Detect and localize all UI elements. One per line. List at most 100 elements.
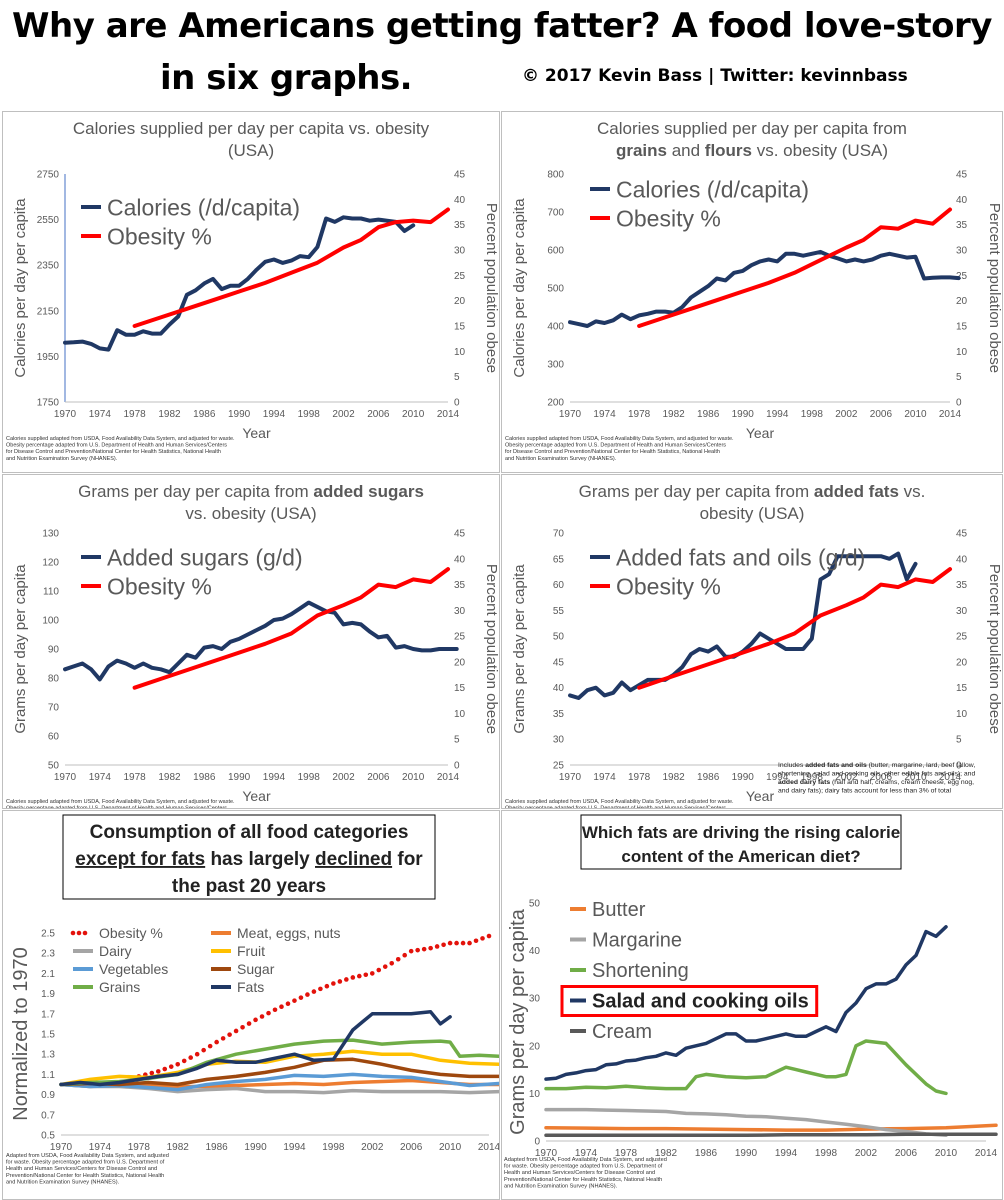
title-span: Calories supplied per day per capita vs.… <box>73 119 430 138</box>
x-tick-label: 1970 <box>559 409 582 420</box>
y-tick-label: 130 <box>42 529 59 540</box>
x-tick-label: 1982 <box>663 409 686 420</box>
obesity-point <box>473 938 479 944</box>
y-axis-label: Grams per day per capita <box>12 564 29 734</box>
y2-tick-label: 0 <box>956 398 962 409</box>
legend-label: Calories (/d/capita) <box>616 176 809 202</box>
x-tick-label: 1986 <box>697 409 720 420</box>
source-note: Calories supplied adapted from USDA, Foo… <box>505 799 734 805</box>
source-note: for waste. Obesity percentage adapted fr… <box>504 1164 663 1170</box>
y-tick-label: 60 <box>48 732 60 743</box>
chart-title: Grams per day per capita from added suga… <box>78 482 424 523</box>
y2-tick-label: 35 <box>454 580 466 591</box>
y-tick-label: 1950 <box>37 352 60 363</box>
title-span: Grams per day per capita from <box>78 482 313 501</box>
title-span: added fats <box>814 482 899 501</box>
title-span: for <box>392 849 423 870</box>
obesity-point <box>382 964 388 969</box>
y2-tick-label: 15 <box>956 683 968 694</box>
series-line <box>544 1123 998 1132</box>
y2-tick-label: 30 <box>454 246 466 257</box>
y2-axis-label: Percent population obese <box>483 203 499 373</box>
x-tick-label: 1990 <box>732 409 755 420</box>
obesity-point <box>337 979 343 984</box>
obesity-point <box>259 1014 265 1019</box>
y-tick-label: 200 <box>547 398 564 409</box>
legend-label: Salad and cooking oils <box>592 991 809 1013</box>
series-line <box>59 1057 499 1087</box>
x-tick-label: 2010 <box>402 772 425 783</box>
x-tick-label: 1978 <box>615 1148 638 1159</box>
x-tick-label: 1994 <box>766 772 789 783</box>
title-span: and dairy fats); dairy fats account for … <box>778 788 952 795</box>
chart-added-fats: Grams per day per capita from added fats… <box>505 482 1002 808</box>
obesity-point <box>454 940 459 946</box>
chart-title-line: content of the American diet? <box>621 847 860 866</box>
chart-grains-flours: Calories supplied per day per capita fro… <box>505 119 1002 462</box>
y2-tick-label: 25 <box>956 632 968 643</box>
legend-label: Shortening <box>592 960 689 982</box>
y-tick-label: 90 <box>48 645 60 656</box>
x-tick-label: 1986 <box>695 1148 718 1159</box>
legend-swatch <box>70 930 76 936</box>
title-span: (USA) <box>228 141 274 160</box>
x-tick-label: 1978 <box>628 772 651 783</box>
title-span: Consumption of all food categories <box>90 822 409 843</box>
obesity-point <box>181 1058 187 1064</box>
obesity-point <box>311 989 317 994</box>
source-note: and Nutrition Examination Survey (NHANES… <box>505 456 617 462</box>
x-tick-label: 1990 <box>244 1142 267 1153</box>
x-axis-label: Year <box>242 425 271 441</box>
x-axis-label: Year <box>746 788 775 804</box>
y-tick-label: 700 <box>547 208 564 219</box>
y-axis-label: Normalized to 1970 <box>10 947 32 1120</box>
y2-tick-label: 40 <box>956 195 968 206</box>
obesity-point <box>233 1028 239 1034</box>
obesity-point <box>408 948 414 954</box>
page-title-line2: in six graphs. <box>160 58 413 98</box>
y2-tick-label: 40 <box>956 554 968 565</box>
y-tick-label: 300 <box>547 360 564 371</box>
series-line <box>544 1107 948 1138</box>
x-tick-label: 2002 <box>835 409 858 420</box>
x-tick-label: 1990 <box>735 1148 758 1159</box>
series-line <box>63 215 416 352</box>
series-line <box>637 567 952 690</box>
y-tick-label: 40 <box>553 683 565 694</box>
chart-title: Calories supplied per day per capita fro… <box>597 119 907 160</box>
chart-added-sugars: Grams per day per capita from added suga… <box>6 482 499 808</box>
x-tick-label: 1974 <box>575 1148 598 1159</box>
obesity-point <box>428 945 433 951</box>
y-tick-label: 1.9 <box>41 989 55 1000</box>
x-tick-label: 2006 <box>895 1148 918 1159</box>
series-line <box>568 249 961 328</box>
x-tick-label: 1970 <box>54 772 77 783</box>
x-tick-label: 2002 <box>855 1148 878 1159</box>
y-tick-label: 45 <box>553 657 565 668</box>
y2-tick-label: 25 <box>956 271 968 282</box>
chart-panel-added-fats: Grams per day per capita from added fats… <box>501 474 1003 809</box>
y2-tick-label: 15 <box>454 322 466 333</box>
y2-tick-label: 10 <box>454 709 466 720</box>
y2-tick-label: 15 <box>956 322 968 333</box>
title-span: Grams per day per capita from <box>579 482 814 501</box>
legend-label: Butter <box>592 899 646 921</box>
y-tick-label: 2.3 <box>41 949 55 960</box>
obesity-point <box>162 1066 168 1072</box>
y-tick-label: 500 <box>547 284 564 295</box>
obesity-point <box>246 1021 252 1026</box>
x-tick-label: 1970 <box>54 409 77 420</box>
x-tick-label: 1974 <box>593 772 616 783</box>
title-span: Calories supplied per day per capita fro… <box>597 119 907 138</box>
source-note: for Disease Control and Prevention/Natio… <box>6 449 221 455</box>
chart-title-line: except for fats has largely declined for <box>75 849 423 870</box>
title-span: declined <box>315 849 392 870</box>
obesity-point <box>350 975 356 980</box>
x-tick-label: 1974 <box>593 409 616 420</box>
title-span: flours <box>705 141 752 160</box>
chart-panel-grains-flours: Calories supplied per day per capita fro… <box>501 111 1003 473</box>
side-note: added dairy fats (half and half, creams,… <box>778 779 974 786</box>
title-span: has largely <box>205 849 315 870</box>
title-span: Which fats are driving the rising calori… <box>582 823 900 842</box>
x-tick-label: 2002 <box>361 1142 384 1153</box>
